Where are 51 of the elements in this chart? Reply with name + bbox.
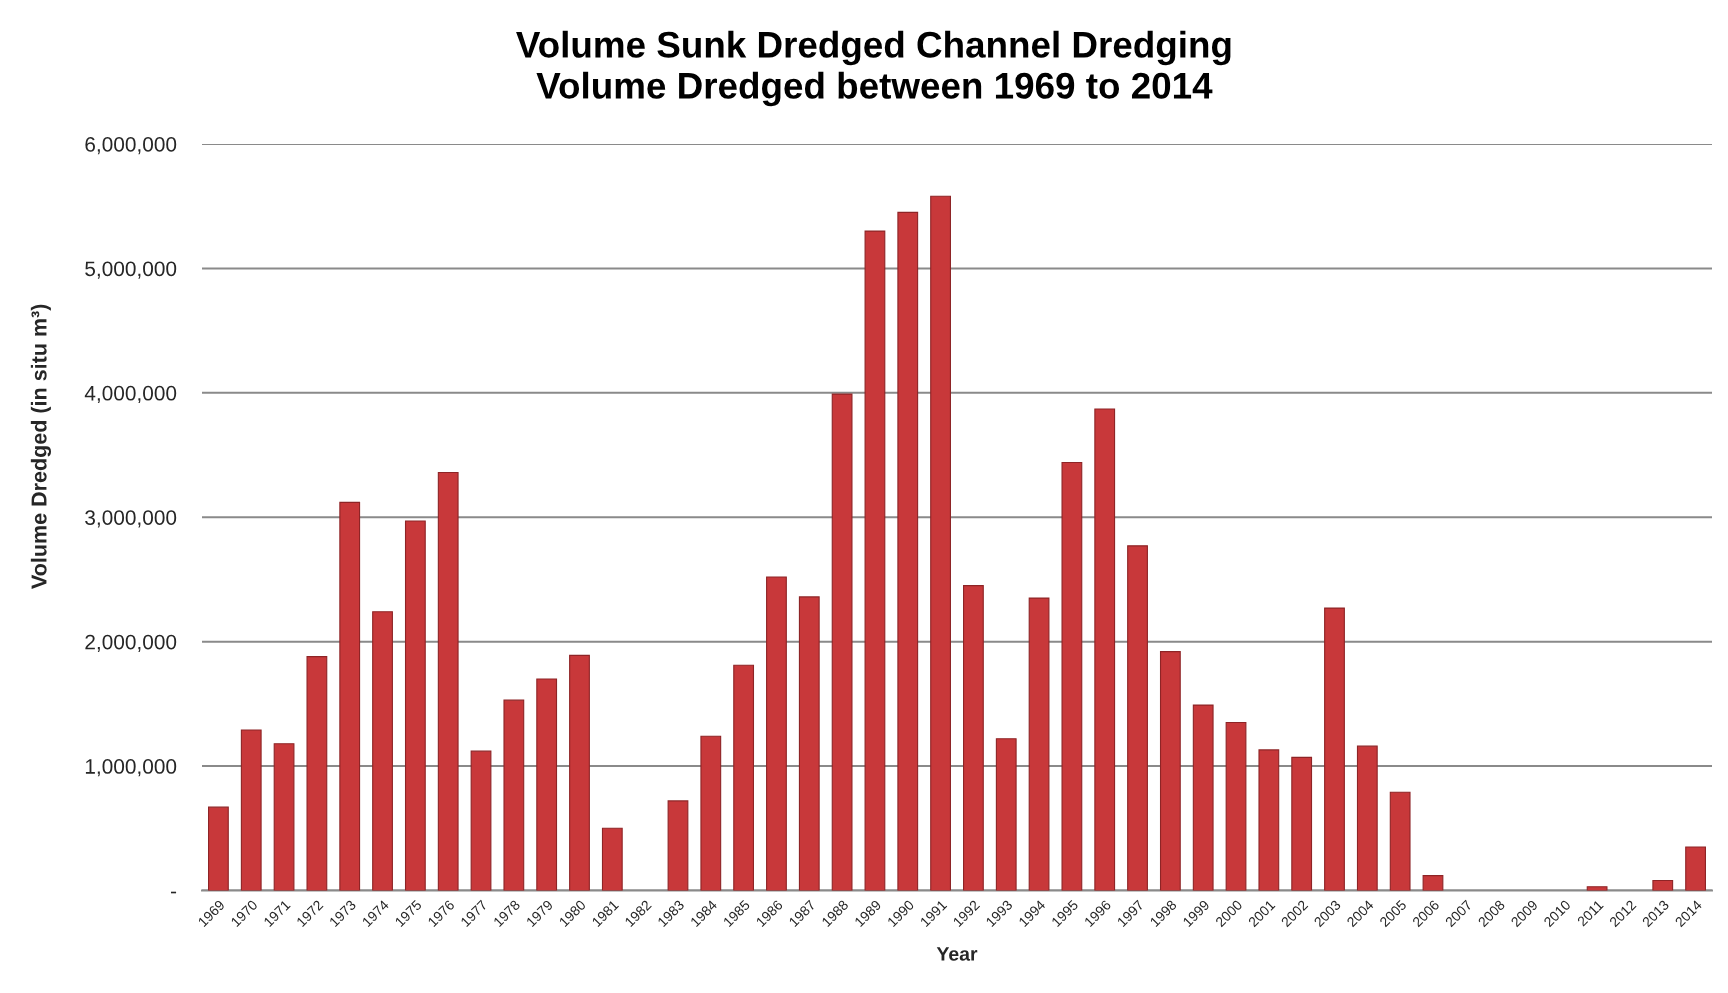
chart-subtitle: Volume Dredged between 1969 to 2014 bbox=[536, 71, 1213, 107]
y-tick-label: 6,000,000 bbox=[85, 137, 177, 155]
bar bbox=[437, 471, 459, 891]
bar bbox=[1159, 651, 1181, 891]
bar bbox=[1586, 886, 1608, 891]
bar bbox=[798, 596, 820, 891]
bar bbox=[339, 501, 361, 891]
bar bbox=[930, 195, 951, 891]
bar bbox=[831, 393, 853, 891]
bar bbox=[1127, 545, 1148, 891]
bar bbox=[1225, 721, 1247, 891]
bar bbox=[766, 576, 787, 891]
bar bbox=[208, 806, 229, 891]
y-tick-label: - bbox=[170, 891, 177, 894]
y-axis-title: Volume Dredged (in situ m³) bbox=[30, 304, 51, 589]
bar bbox=[995, 738, 1017, 891]
bar bbox=[1356, 745, 1378, 891]
y-tick-label: 3,000,000 bbox=[85, 510, 177, 528]
bar bbox=[404, 520, 426, 891]
bar bbox=[1258, 749, 1280, 891]
bar bbox=[700, 735, 722, 891]
chart-title: Volume Sunk Dredged Channel Dredging bbox=[516, 30, 1231, 66]
y-tick-label: 5,000,000 bbox=[85, 261, 177, 279]
bar bbox=[470, 750, 492, 891]
bar bbox=[569, 654, 590, 891]
bar bbox=[1685, 846, 1706, 891]
bar bbox=[503, 699, 525, 891]
bar bbox=[1094, 408, 1116, 891]
bar bbox=[372, 611, 393, 891]
bar bbox=[536, 678, 558, 891]
y-tick-label: 4,000,000 bbox=[84, 385, 177, 404]
bar bbox=[1652, 879, 1674, 891]
bar bbox=[273, 743, 295, 891]
bar bbox=[1422, 875, 1444, 891]
bar bbox=[601, 827, 623, 891]
bar bbox=[1061, 461, 1083, 891]
bar bbox=[733, 664, 755, 891]
x-axis-title: Year bbox=[936, 947, 978, 961]
bar bbox=[240, 729, 262, 891]
bar bbox=[897, 211, 919, 891]
y-tick-label: 1,000,000 bbox=[85, 759, 177, 777]
bar bbox=[1324, 607, 1345, 891]
y-tick-label: 2,000,000 bbox=[85, 634, 177, 652]
bar bbox=[963, 585, 984, 891]
bar bbox=[667, 800, 689, 891]
bar bbox=[306, 656, 328, 891]
bar bbox=[1291, 756, 1313, 891]
bar bbox=[1389, 791, 1411, 891]
bar bbox=[1192, 704, 1214, 891]
bar bbox=[864, 230, 886, 891]
bar bbox=[1028, 597, 1050, 891]
